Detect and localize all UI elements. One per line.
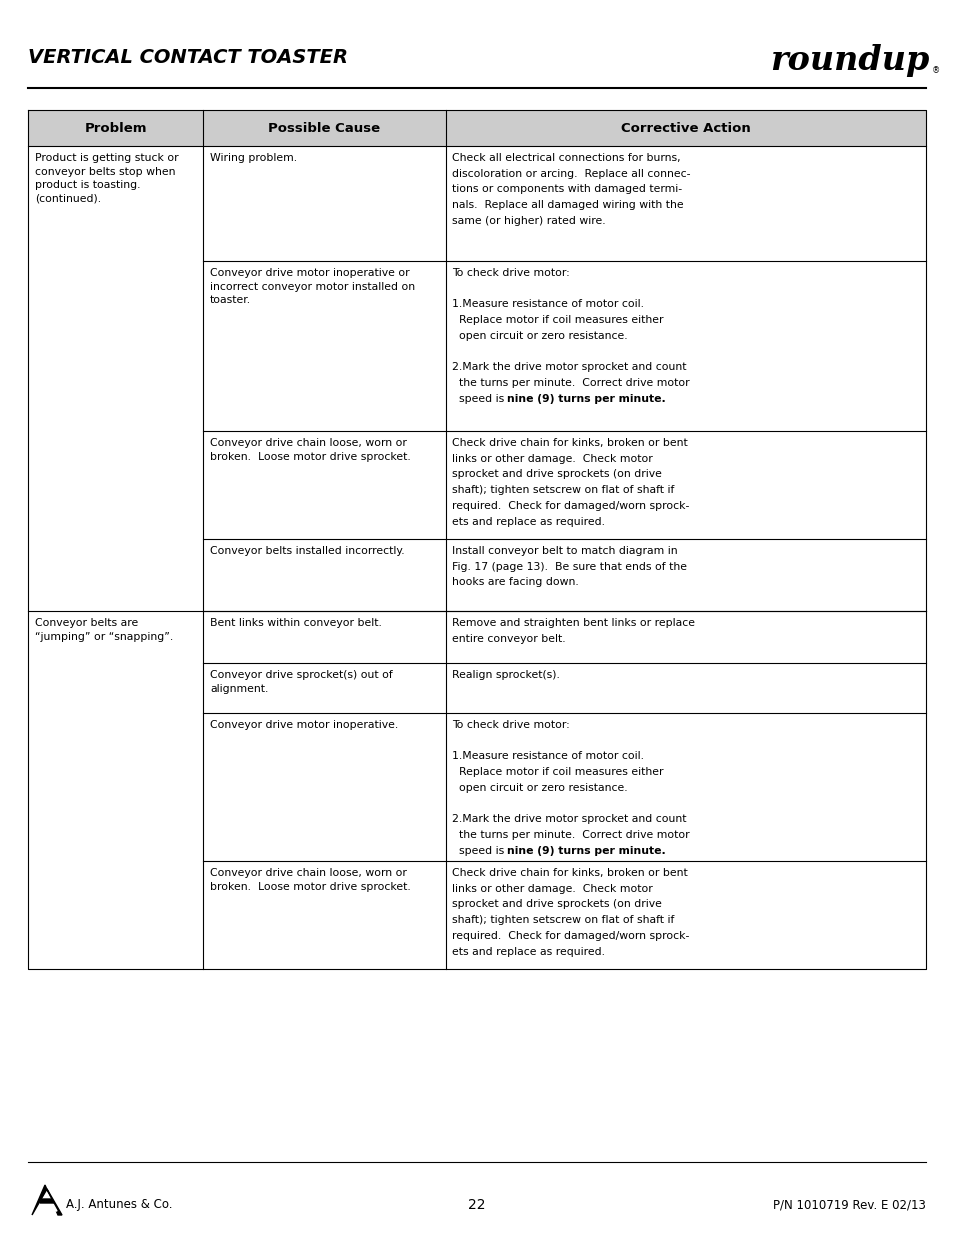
Text: Fig. 17 (page 13).  Be sure that ends of the: Fig. 17 (page 13). Be sure that ends of … bbox=[451, 562, 686, 572]
Text: ets and replace as required.: ets and replace as required. bbox=[451, 946, 604, 957]
Polygon shape bbox=[37, 1193, 57, 1212]
Text: 1.Measure resistance of motor coil.: 1.Measure resistance of motor coil. bbox=[451, 751, 643, 762]
Text: sprocket and drive sprockets (on drive: sprocket and drive sprockets (on drive bbox=[451, 899, 660, 909]
Text: Replace motor if coil measures either: Replace motor if coil measures either bbox=[451, 315, 662, 325]
Text: Conveyor belts installed incorrectly.: Conveyor belts installed incorrectly. bbox=[210, 546, 404, 556]
Bar bbox=[203, 146, 445, 261]
Text: nals.  Replace all damaged wiring with the: nals. Replace all damaged wiring with th… bbox=[451, 200, 682, 210]
Text: 1.Measure resistance of motor coil.: 1.Measure resistance of motor coil. bbox=[451, 299, 643, 310]
Bar bbox=[445, 146, 925, 261]
Text: sprocket and drive sprockets (on drive: sprocket and drive sprockets (on drive bbox=[451, 469, 660, 479]
Text: shaft); tighten setscrew on flat of shaft if: shaft); tighten setscrew on flat of shaf… bbox=[451, 915, 673, 925]
Bar bbox=[203, 431, 445, 538]
Text: nine (9) turns per minute.: nine (9) turns per minute. bbox=[507, 846, 665, 856]
Text: discoloration or arcing.  Replace all connec-: discoloration or arcing. Replace all con… bbox=[451, 169, 689, 179]
Bar bbox=[203, 861, 445, 969]
Text: Conveyor drive motor inoperative or
incorrect conveyor motor installed on
toaste: Conveyor drive motor inoperative or inco… bbox=[210, 268, 415, 305]
Text: Problem: Problem bbox=[84, 121, 147, 135]
Bar bbox=[445, 110, 925, 146]
Text: 2.Mark the drive motor sprocket and count: 2.Mark the drive motor sprocket and coun… bbox=[451, 362, 685, 372]
Text: Conveyor drive motor inoperative.: Conveyor drive motor inoperative. bbox=[210, 720, 398, 730]
Text: open circuit or zero resistance.: open circuit or zero resistance. bbox=[451, 783, 626, 793]
Text: Wiring problem.: Wiring problem. bbox=[210, 153, 297, 163]
Bar bbox=[445, 431, 925, 538]
Text: ets and replace as required.: ets and replace as required. bbox=[451, 516, 604, 526]
Bar bbox=[445, 861, 925, 969]
Text: A.J. Antunes & Co.: A.J. Antunes & Co. bbox=[66, 1198, 172, 1212]
Text: VERTICAL CONTACT TOASTER: VERTICAL CONTACT TOASTER bbox=[28, 48, 348, 67]
Text: Replace motor if coil measures either: Replace motor if coil measures either bbox=[451, 767, 662, 777]
Text: shaft); tighten setscrew on flat of shaft if: shaft); tighten setscrew on flat of shaf… bbox=[451, 485, 673, 495]
Bar bbox=[203, 538, 445, 611]
Text: Check drive chain for kinks, broken or bent: Check drive chain for kinks, broken or b… bbox=[451, 868, 686, 878]
Bar bbox=[445, 713, 925, 861]
Text: Check drive chain for kinks, broken or bent: Check drive chain for kinks, broken or b… bbox=[451, 438, 686, 448]
Bar bbox=[203, 611, 445, 663]
Text: Conveyor belts are
“jumping” or “snapping”.: Conveyor belts are “jumping” or “snappin… bbox=[35, 618, 173, 642]
Bar bbox=[28, 110, 203, 146]
Text: Possible Cause: Possible Cause bbox=[268, 121, 380, 135]
Text: Conveyor drive chain loose, worn or
broken.  Loose motor drive sprocket.: Conveyor drive chain loose, worn or brok… bbox=[210, 438, 411, 462]
Text: Conveyor drive chain loose, worn or
broken.  Loose motor drive sprocket.: Conveyor drive chain loose, worn or brok… bbox=[210, 868, 411, 892]
Text: ®: ® bbox=[931, 65, 940, 75]
Text: Check all electrical connections for burns,: Check all electrical connections for bur… bbox=[451, 153, 679, 163]
Text: roundup: roundup bbox=[770, 44, 929, 77]
Text: Install conveyor belt to match diagram in: Install conveyor belt to match diagram i… bbox=[451, 546, 677, 556]
Text: Product is getting stuck or
conveyor belts stop when
product is toasting.
(conti: Product is getting stuck or conveyor bel… bbox=[35, 153, 178, 204]
Text: 2.Mark the drive motor sprocket and count: 2.Mark the drive motor sprocket and coun… bbox=[451, 814, 685, 824]
Text: the turns per minute.  Correct drive motor: the turns per minute. Correct drive moto… bbox=[451, 830, 688, 840]
Text: To check drive motor:: To check drive motor: bbox=[451, 268, 569, 278]
Text: Realign sprocket(s).: Realign sprocket(s). bbox=[451, 671, 558, 680]
Text: tions or components with damaged termi-: tions or components with damaged termi- bbox=[451, 184, 681, 194]
Bar bbox=[445, 261, 925, 431]
Text: Corrective Action: Corrective Action bbox=[620, 121, 750, 135]
Bar bbox=[203, 261, 445, 431]
Text: Bent links within conveyor belt.: Bent links within conveyor belt. bbox=[210, 618, 381, 629]
Text: nine (9) turns per minute.: nine (9) turns per minute. bbox=[507, 394, 665, 404]
Text: entire conveyor belt.: entire conveyor belt. bbox=[451, 634, 564, 643]
Bar bbox=[203, 713, 445, 861]
Bar bbox=[28, 611, 203, 969]
Text: links or other damage.  Check motor: links or other damage. Check motor bbox=[451, 884, 652, 894]
Text: required.  Check for damaged/worn sprock-: required. Check for damaged/worn sprock- bbox=[451, 931, 688, 941]
Text: speed is: speed is bbox=[451, 394, 507, 404]
Bar bbox=[28, 146, 203, 611]
Text: Remove and straighten bent links or replace: Remove and straighten bent links or repl… bbox=[451, 618, 694, 629]
Bar bbox=[445, 663, 925, 713]
Text: speed is: speed is bbox=[451, 846, 507, 856]
Polygon shape bbox=[40, 1199, 54, 1203]
Polygon shape bbox=[32, 1186, 62, 1215]
Bar bbox=[445, 538, 925, 611]
Text: open circuit or zero resistance.: open circuit or zero resistance. bbox=[451, 331, 626, 341]
Bar bbox=[203, 110, 445, 146]
Text: links or other damage.  Check motor: links or other damage. Check motor bbox=[451, 453, 652, 463]
Text: required.  Check for damaged/worn sprock-: required. Check for damaged/worn sprock- bbox=[451, 501, 688, 511]
Text: hooks are facing down.: hooks are facing down. bbox=[451, 578, 578, 588]
Text: the turns per minute.  Correct drive motor: the turns per minute. Correct drive moto… bbox=[451, 378, 688, 388]
Text: same (or higher) rated wire.: same (or higher) rated wire. bbox=[451, 216, 604, 226]
Text: To check drive motor:: To check drive motor: bbox=[451, 720, 569, 730]
Text: Conveyor drive sprocket(s) out of
alignment.: Conveyor drive sprocket(s) out of alignm… bbox=[210, 671, 393, 694]
Bar bbox=[445, 611, 925, 663]
Text: 22: 22 bbox=[468, 1198, 485, 1212]
Text: P/N 1010719 Rev. E 02/13: P/N 1010719 Rev. E 02/13 bbox=[772, 1198, 925, 1212]
Bar bbox=[203, 663, 445, 713]
